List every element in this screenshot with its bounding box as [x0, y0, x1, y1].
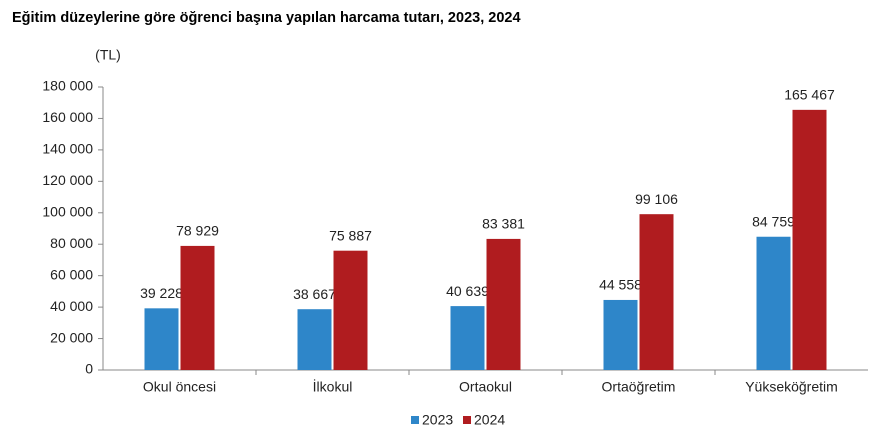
value-label: 40 639	[446, 283, 489, 299]
x-tick-label: Ortaöğretim	[602, 379, 676, 395]
legend-label: 2024	[474, 412, 505, 428]
chart-title: Eğitim düzeylerine göre öğrenci başına y…	[12, 10, 521, 26]
bar	[297, 309, 332, 370]
value-label: 83 381	[482, 216, 525, 232]
y-unit: (TL)	[95, 47, 121, 63]
value-label: 39 228	[140, 285, 183, 301]
value-label: 99 106	[635, 191, 678, 207]
y-tick-label: 40 000	[50, 298, 93, 314]
y-tick-label: 0	[85, 361, 93, 377]
bar	[603, 299, 638, 370]
legend-label: 2023	[422, 412, 453, 428]
bar	[333, 250, 368, 370]
bar	[639, 214, 674, 370]
value-label: 38 667	[293, 286, 336, 302]
y-tick-label: 80 000	[50, 235, 93, 251]
legend-swatch	[463, 416, 471, 424]
x-tick-label: Ortaokul	[459, 379, 512, 395]
y-tick-label: 100 000	[42, 203, 93, 219]
value-label: 75 887	[329, 227, 372, 243]
bar	[450, 306, 485, 370]
y-tick-label: 120 000	[42, 172, 93, 188]
y-tick-label: 20 000	[50, 329, 93, 345]
legend-swatch	[411, 416, 419, 424]
x-tick-label: Okul öncesi	[143, 379, 216, 395]
y-tick-label: 180 000	[42, 78, 93, 94]
x-tick-label: İlkokul	[313, 378, 353, 395]
value-label: 44 558	[599, 277, 642, 293]
x-tick-label: Yükseköğretim	[745, 379, 838, 395]
y-tick-label: 140 000	[42, 141, 93, 157]
value-label: 78 929	[176, 223, 219, 239]
y-tick-label: 160 000	[42, 109, 93, 125]
bar	[756, 236, 791, 370]
y-tick-label: 60 000	[50, 266, 93, 282]
value-label: 165 467	[784, 87, 835, 103]
bar	[792, 109, 827, 370]
bar	[486, 238, 521, 370]
bar	[144, 308, 179, 370]
value-label: 84 759	[752, 213, 795, 229]
bar	[180, 245, 215, 370]
